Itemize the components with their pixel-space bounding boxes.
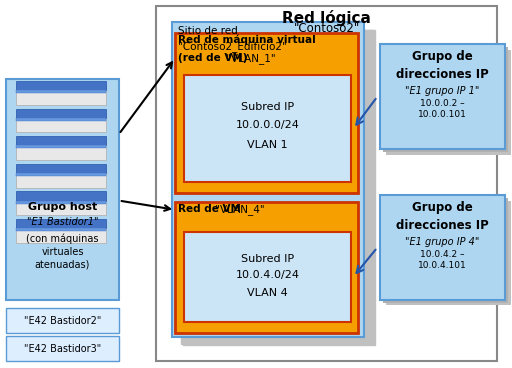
Text: "E1 Bastidor1": "E1 Bastidor1"	[27, 217, 98, 227]
Text: "E42 Bastidor2": "E42 Bastidor2"	[24, 315, 101, 326]
Text: "VLAN_4": "VLAN_4"	[212, 204, 265, 215]
Bar	[16, 145, 106, 148]
Bar	[16, 191, 106, 201]
Bar	[16, 118, 106, 121]
Text: Red de máquina virtual: Red de máquina virtual	[178, 35, 315, 46]
Bar	[383, 47, 508, 152]
Text: atenuadas): atenuadas)	[35, 259, 90, 269]
Bar	[16, 90, 106, 93]
Text: "E1 grupo IP 1": "E1 grupo IP 1"	[406, 86, 480, 96]
Text: 10.0.0.101: 10.0.0.101	[418, 110, 467, 118]
Text: 10.0.0.0/24: 10.0.0.0/24	[236, 120, 300, 130]
Bar	[181, 30, 373, 344]
Bar	[175, 33, 358, 193]
Bar	[16, 142, 106, 160]
Bar	[172, 22, 364, 337]
Bar	[16, 201, 106, 204]
Bar	[380, 44, 505, 149]
Text: Sitio de red: Sitio de red	[178, 26, 238, 36]
Text: "E1 grupo IP 4": "E1 grupo IP 4"	[406, 237, 480, 247]
Text: (red de VM): (red de VM)	[178, 53, 247, 63]
Text: Grupo de: Grupo de	[412, 201, 473, 213]
Bar	[6, 336, 119, 361]
Bar	[175, 202, 358, 333]
Text: "E42 Bastidor3": "E42 Bastidor3"	[24, 344, 101, 354]
Bar	[183, 30, 375, 345]
Bar	[6, 308, 119, 333]
Bar	[184, 75, 351, 182]
Bar	[16, 224, 106, 243]
Text: 10.0.4.101: 10.0.4.101	[418, 261, 467, 269]
Text: direcciones IP: direcciones IP	[396, 68, 489, 81]
Bar	[16, 164, 106, 173]
Text: VLAN 4: VLAN 4	[247, 289, 288, 298]
Bar	[16, 228, 106, 231]
Bar	[16, 197, 106, 215]
Bar	[386, 201, 511, 305]
Text: virtuales: virtuales	[41, 247, 84, 256]
Text: 10.0.0.2 –: 10.0.0.2 –	[420, 99, 465, 108]
Bar	[386, 50, 511, 155]
Text: 10.0.4.0/24: 10.0.4.0/24	[236, 270, 300, 280]
Bar	[6, 79, 119, 300]
Text: Red de VM: Red de VM	[178, 204, 241, 214]
Text: "Contoso2": "Contoso2"	[293, 22, 360, 35]
Bar	[380, 195, 505, 300]
Bar	[16, 219, 106, 228]
Bar	[16, 136, 106, 145]
Text: (con máquinas: (con máquinas	[26, 234, 99, 244]
Bar	[16, 169, 106, 188]
Text: "Contoso2_Edificio2": "Contoso2_Edificio2"	[178, 41, 286, 52]
Bar	[16, 86, 106, 105]
Bar	[383, 198, 508, 303]
Bar	[16, 173, 106, 176]
Text: Grupo host: Grupo host	[28, 202, 97, 212]
Bar	[16, 81, 106, 90]
Text: Subred IP: Subred IP	[241, 254, 294, 263]
Bar	[16, 109, 106, 118]
Bar	[184, 232, 351, 322]
Bar	[16, 114, 106, 132]
Text: Red lógica: Red lógica	[282, 10, 371, 26]
Text: "VLAN_1": "VLAN_1"	[223, 53, 275, 64]
Text: direcciones IP: direcciones IP	[396, 219, 489, 232]
Text: Subred IP: Subred IP	[241, 102, 294, 112]
Text: VLAN 1: VLAN 1	[247, 140, 288, 151]
Text: Grupo de: Grupo de	[412, 50, 473, 63]
Bar	[156, 6, 497, 361]
Text: 10.0.4.2 –: 10.0.4.2 –	[420, 250, 465, 259]
